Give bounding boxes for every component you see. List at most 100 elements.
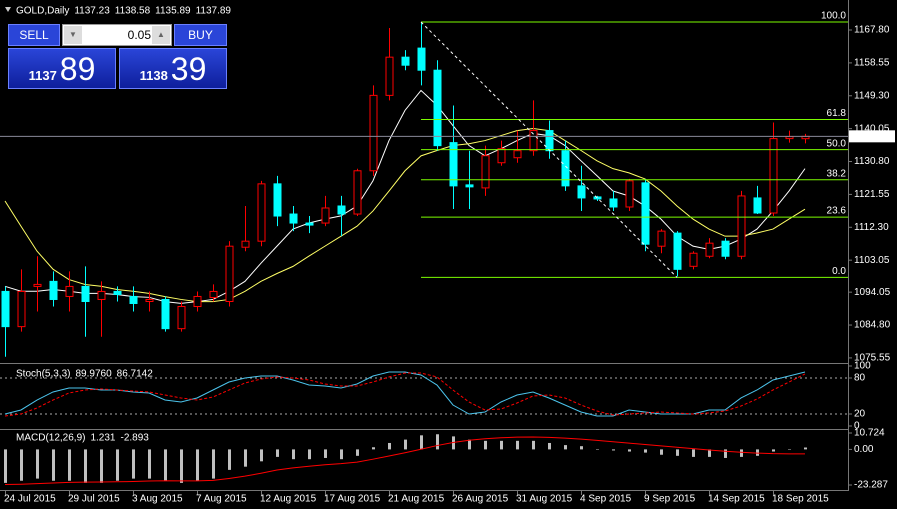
candle-body [273, 183, 282, 217]
histogram-bar [20, 449, 23, 481]
histogram-bar [804, 447, 807, 450]
y-tick-label: 80 [854, 373, 866, 384]
candle-body [577, 185, 586, 199]
candle-body [257, 183, 266, 242]
x-tick-label: 18 Sep 2015 [772, 494, 829, 505]
bid-label-box [849, 130, 895, 143]
candle-body [529, 130, 538, 152]
candle-body [65, 285, 74, 297]
histogram-bar [420, 435, 423, 450]
histogram-bar [244, 449, 247, 467]
candle-body [705, 242, 714, 257]
histogram-bar [676, 449, 679, 456]
x-tick-label: 3 Aug 2015 [132, 494, 183, 505]
buy-button[interactable]: BUY [174, 24, 227, 46]
candle-body [49, 280, 58, 300]
sell-price[interactable]: 1137 89 [8, 48, 116, 89]
histogram-bar [724, 449, 727, 458]
histogram-bar [628, 449, 631, 452]
y-tick-label: 1121.55 [854, 189, 890, 200]
histogram-bar [132, 449, 135, 479]
histogram-bar [196, 449, 199, 481]
candle-body [17, 290, 26, 328]
histogram-bar [692, 449, 695, 457]
candle-body [481, 155, 490, 189]
lot-box: ▼ 0.05 ▲ [62, 24, 172, 46]
fib-label: 38.2 [827, 168, 847, 179]
candle-body [321, 207, 330, 224]
candle-body [97, 290, 106, 300]
y-tick-label: 1167.80 [854, 25, 890, 36]
symbol-icon [5, 7, 11, 12]
histogram-bar [580, 446, 583, 450]
candle-body [401, 56, 410, 66]
sell-button[interactable]: SELL [8, 24, 60, 46]
candle-body [449, 142, 458, 187]
candle-body [753, 197, 762, 214]
histogram-bar [4, 449, 7, 483]
indicator-readout: 89.9760 [75, 369, 112, 380]
histogram-bar [100, 449, 103, 483]
y-tick-label: 10.724 [854, 428, 885, 439]
candle-body [609, 198, 618, 208]
lot-up[interactable]: ▲ [152, 26, 170, 44]
buy-price[interactable]: 1138 39 [119, 48, 227, 89]
histogram-bar [292, 449, 295, 460]
x-tick-label: 31 Aug 2015 [516, 494, 573, 505]
candle-body [737, 195, 746, 257]
histogram-bar [52, 449, 55, 481]
histogram-bar [84, 449, 87, 483]
y-tick-label: 1084.80 [854, 320, 891, 331]
candle-body [513, 150, 522, 159]
fib-label: 61.8 [827, 108, 847, 119]
histogram-bar [740, 449, 743, 457]
fib-label: 0.0 [832, 266, 846, 277]
candle-body [145, 298, 154, 303]
fib-label: 100.0 [821, 11, 846, 22]
histogram-bar [372, 447, 375, 450]
histogram-bar [340, 449, 343, 460]
close-readout: 1137.89 [196, 6, 232, 17]
candle-body [497, 148, 506, 164]
indicator-readout: 1.231 [90, 433, 115, 444]
histogram-bar [228, 449, 231, 470]
y-tick-label: 1130.80 [854, 156, 890, 167]
x-tick-label: 24 Jul 2015 [4, 494, 56, 505]
candle-body [641, 182, 650, 245]
chart-title: GOLD,Daily [16, 6, 69, 17]
histogram-bar [532, 440, 535, 450]
histogram-bar [612, 449, 615, 451]
candle-body [721, 240, 730, 257]
candle-body [785, 136, 794, 140]
candle-body [433, 69, 442, 147]
candle-body [81, 285, 90, 303]
sell-price-main: 1137 [28, 68, 57, 83]
indicator-readout: -2.893 [121, 433, 150, 444]
candle-body [369, 94, 378, 172]
moving-average [4, 89, 806, 304]
moving-average [4, 127, 806, 303]
candle-body [161, 298, 170, 330]
x-tick-label: 29 Jul 2015 [68, 494, 120, 505]
x-tick-label: 26 Aug 2015 [452, 494, 509, 505]
y-tick-label: 1140.05 [854, 123, 890, 134]
candle-body [113, 290, 122, 295]
indicator-title: Stoch(5,3,3) [16, 369, 70, 380]
trade-panel: SELL ▼ 0.05 ▲ BUY 1137 89 1138 39 [8, 24, 227, 89]
candle-body [545, 130, 554, 152]
indicator-readout: 86.7142 [117, 369, 154, 380]
candle-body [1, 290, 10, 328]
lot-value[interactable]: 0.05 [127, 28, 151, 42]
y-tick-label: 0 [854, 421, 860, 432]
x-tick-label: 9 Sep 2015 [644, 494, 696, 505]
low-readout: 1135.89 [155, 6, 191, 17]
x-tick-label: 4 Sep 2015 [580, 494, 632, 505]
candle-body [689, 252, 698, 267]
indicator-line [4, 371, 806, 417]
lot-down[interactable]: ▼ [64, 26, 82, 44]
candle-body [353, 170, 362, 215]
histogram-bar [308, 449, 311, 460]
candle-body [417, 47, 426, 71]
